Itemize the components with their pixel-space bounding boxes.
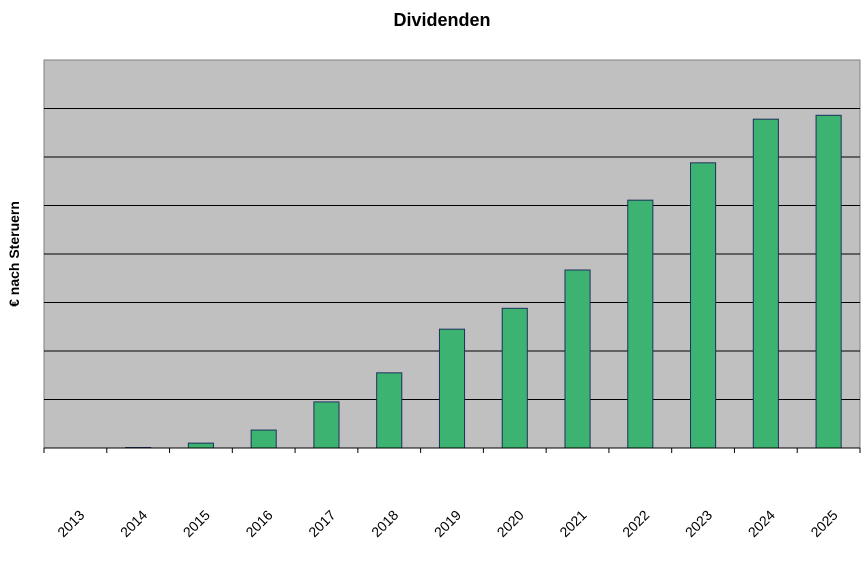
x-tick-label: 2024 [745,507,778,540]
x-tick-label: 2021 [556,507,589,540]
x-axis [43,447,861,453]
bars [125,114,842,449]
x-tick-label: 2019 [431,507,464,540]
y-axis-label: € nach Steruern [6,201,22,307]
bar-2018 [376,372,403,449]
x-tick-label: 2020 [494,507,527,540]
x-tick-labels: 2013 2014 2015 2016 2017 2018 2019 2020 2021 2022… [54,507,841,540]
bar-2015 [187,442,214,449]
bar-2019 [438,328,466,449]
bar-2022 [627,199,654,449]
x-tick-label: 2017 [305,507,338,540]
x-tick-label: 2015 [180,507,213,540]
x-tick-label: 2018 [368,507,401,540]
x-tick-label: 2023 [682,507,715,540]
x-tick-label: 2022 [619,507,652,540]
bar-2016 [250,429,277,449]
bar-2023 [690,162,717,449]
bar-2017 [313,401,340,449]
x-tick-label: 2025 [807,507,840,540]
bar-2020 [501,307,528,449]
bar-2024 [752,118,779,449]
x-tick-label: 2016 [242,507,275,540]
bar-2021 [564,269,591,449]
x-tick-label: 2013 [54,507,87,540]
bar-2025 [815,114,842,449]
chart-title: Dividenden [393,10,490,30]
gridlines [44,108,860,400]
x-tick-label: 2014 [117,507,150,540]
